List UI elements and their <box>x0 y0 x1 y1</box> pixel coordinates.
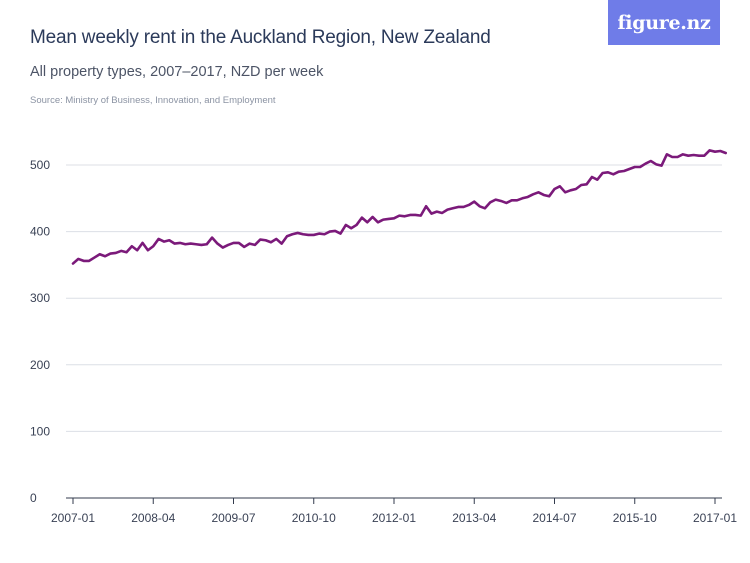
chart-source: Source: Ministry of Business, Innovation… <box>30 95 276 106</box>
series-layer <box>71 149 728 265</box>
chart-subtitle: All property types, 2007–2017, NZD per w… <box>30 64 324 80</box>
x-tick-label: 2012-01 <box>372 511 416 525</box>
x-tick-label: 2010-10 <box>292 511 336 525</box>
series-line <box>71 149 728 265</box>
x-axis: 2007-01 2008-04 2009-07 2010-10 2012-01 2013-… <box>51 497 737 525</box>
x-tick-label: 2007-01 <box>51 511 95 525</box>
chart-title: Mean weekly rent in the Auckland Region,… <box>30 27 491 48</box>
y-tick-label: 100 <box>30 424 50 438</box>
x-tick-label: 2013-04 <box>452 511 496 525</box>
x-tick-label: 2017-01 <box>693 511 737 525</box>
x-tick-label: 2009-07 <box>211 511 255 525</box>
y-tick-label: 400 <box>30 225 50 239</box>
y-tick-label: 0 <box>30 491 37 505</box>
y-tick-label: 200 <box>30 358 50 372</box>
x-tick-label: 2014-07 <box>532 511 576 525</box>
y-tick-label: 500 <box>30 158 50 172</box>
figure-nz-logo[interactable]: figure.nz <box>608 0 720 45</box>
x-tick-label: 2008-04 <box>131 511 175 525</box>
gridlines: 0 100 200 300 400 500 <box>30 158 722 505</box>
x-tick-label: 2015-10 <box>613 511 657 525</box>
y-tick-label: 300 <box>30 291 50 305</box>
